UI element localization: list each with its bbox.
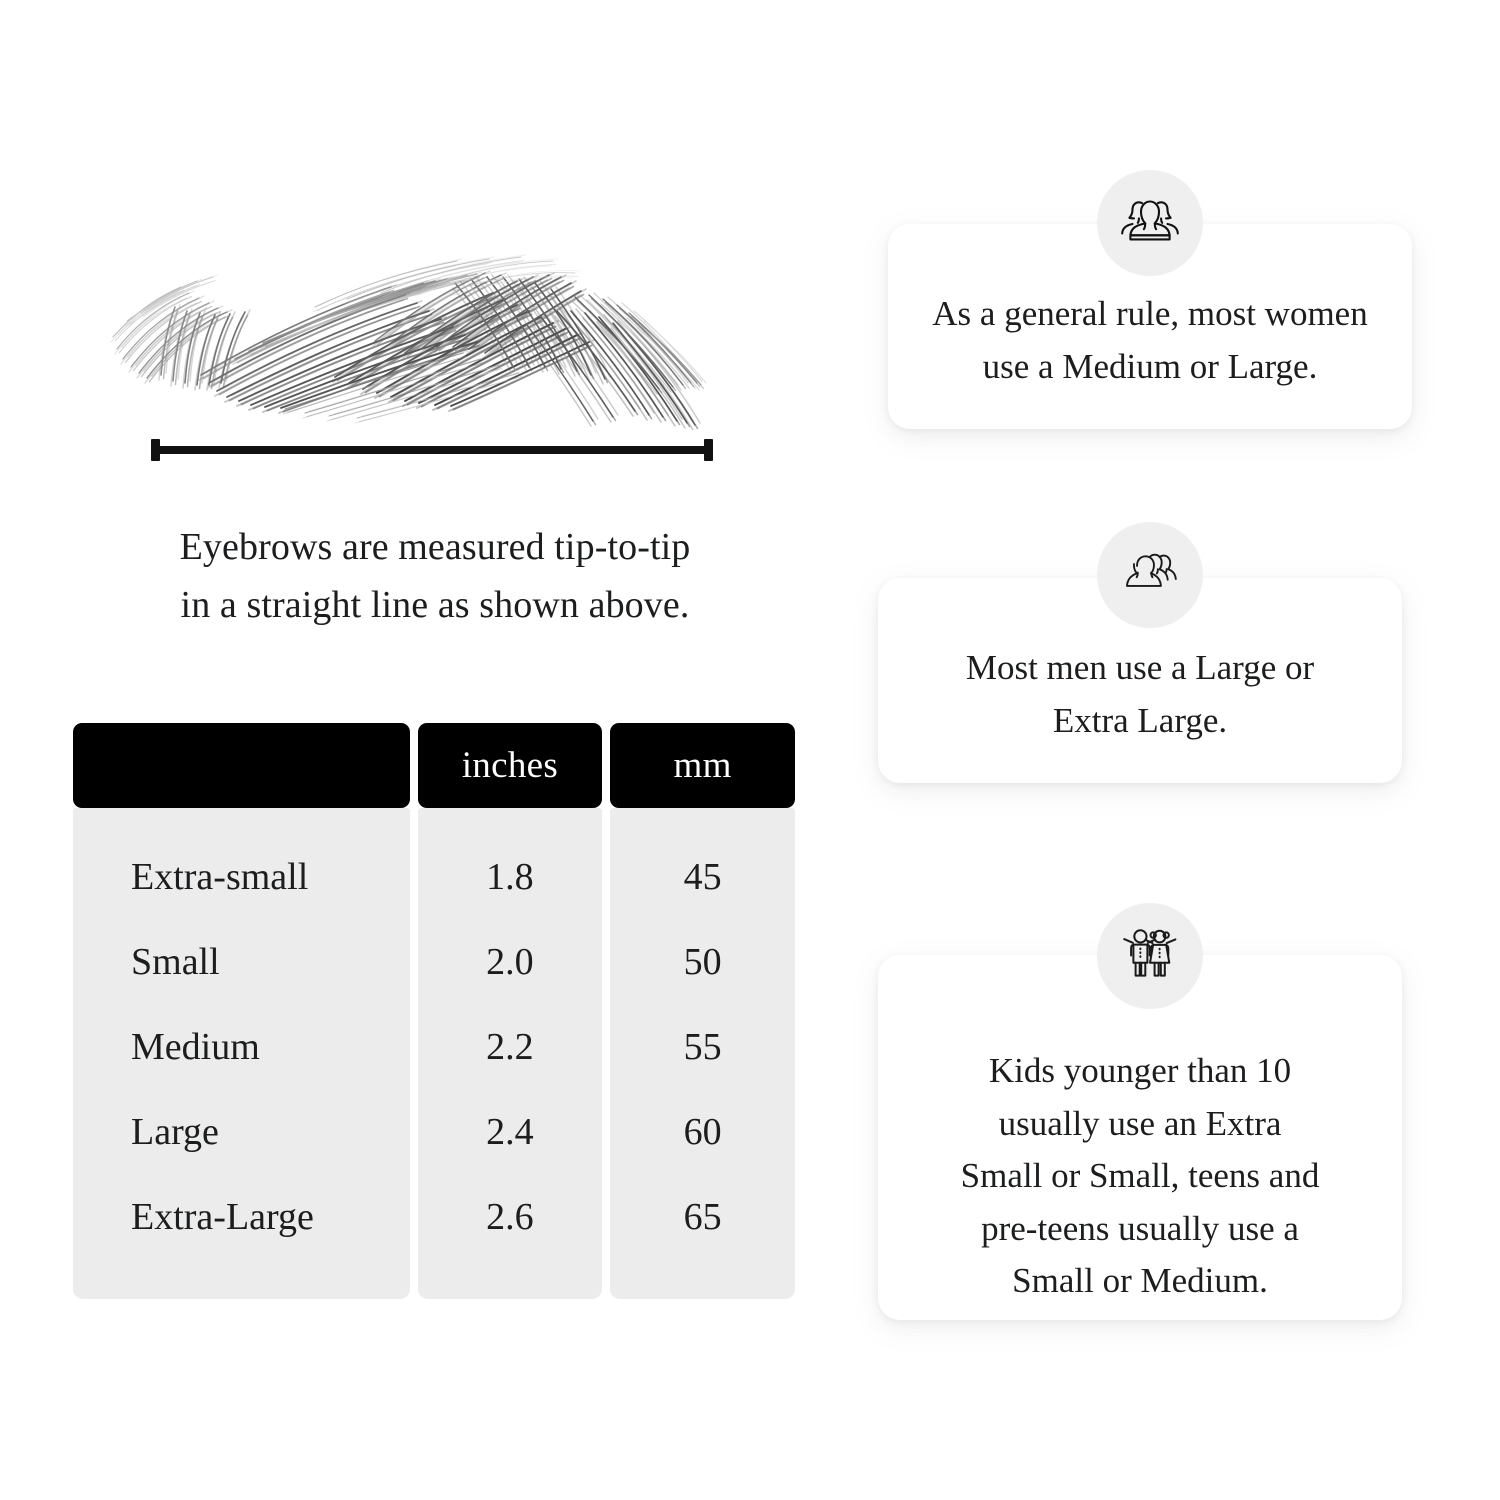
table-row: 60 <box>683 1110 722 1153</box>
size-chart-table: Extra-small Small Medium Large Extra-Lar… <box>73 723 795 1299</box>
tip-line: Extra Large. <box>1052 700 1228 740</box>
tip-line: pre-teens usually use a <box>981 1208 1299 1248</box>
table-row: 50 <box>683 940 722 983</box>
column-body-mm: 45 50 55 60 65 <box>610 808 795 1299</box>
tip-line: Small or Small, teens and <box>960 1156 1320 1195</box>
tip-card-women-text: As a general rule, most women use a Medi… <box>888 224 1412 393</box>
sizing-tips-panel: As a general rule, most women use a Medi… <box>830 0 1500 1500</box>
tip-line: Small or Medium. <box>1012 1261 1268 1300</box>
eyebrow-measurement-panel: Eyebrows are measured tip-to-tip in a st… <box>73 225 795 1299</box>
eyebrow-illustration <box>105 225 765 430</box>
tip-line: Kids younger than 10 <box>988 1051 1292 1090</box>
table-column-mm: mm 45 50 55 60 65 <box>610 723 795 1299</box>
table-row: 1.8 <box>486 855 534 898</box>
table-row: 2.4 <box>486 1110 534 1153</box>
tip-card-men-text: Most men use a Large or Extra Large. <box>878 578 1402 747</box>
column-body-inches: 1.8 2.0 2.2 2.4 2.6 <box>417 808 603 1299</box>
column-header-mm: mm <box>610 723 795 808</box>
column-body-size: Extra-small Small Medium Large Extra-Lar… <box>73 808 410 1299</box>
table-row: 2.2 <box>486 1025 534 1068</box>
children-icon <box>1097 903 1203 1009</box>
table-row: Medium <box>131 1025 260 1068</box>
table-column-size: Extra-small Small Medium Large Extra-Lar… <box>73 723 410 1299</box>
caption-line-1: Eyebrows are measured tip-to-tip <box>179 526 691 568</box>
table-row: Extra-Large <box>131 1195 314 1238</box>
column-header-size <box>73 723 410 808</box>
column-header-inches: inches <box>417 723 603 808</box>
men-group-icon <box>1097 522 1203 628</box>
table-row: 2.6 <box>486 1195 534 1238</box>
table-row: 65 <box>683 1195 722 1238</box>
table-row: Large <box>131 1110 219 1153</box>
tip-line: Most men use a Large or <box>965 648 1315 687</box>
tip-line: usually use an Extra <box>998 1103 1282 1143</box>
table-row: Extra-small <box>131 855 309 898</box>
tip-line: As a general rule, most women <box>932 294 1368 333</box>
caption-line-2: in a straight line as shown above. <box>180 583 690 626</box>
table-row: 45 <box>683 855 722 898</box>
tip-line: use a Medium or Large. <box>982 346 1318 386</box>
tip-to-tip-measurement-bar <box>151 437 713 463</box>
table-row: 2.0 <box>486 940 534 983</box>
tip-card-kids-text: Kids younger than 10 usually use an Extr… <box>878 955 1402 1308</box>
table-row: 55 <box>683 1025 722 1068</box>
measurement-caption: Eyebrows are measured tip-to-tip in a st… <box>75 519 795 635</box>
tip-card-kids: Kids younger than 10 usually use an Extr… <box>878 955 1402 1320</box>
table-row: Small <box>131 940 220 983</box>
table-column-inches: inches 1.8 2.0 2.2 2.4 2.6 <box>417 723 603 1299</box>
women-group-icon <box>1097 170 1203 276</box>
